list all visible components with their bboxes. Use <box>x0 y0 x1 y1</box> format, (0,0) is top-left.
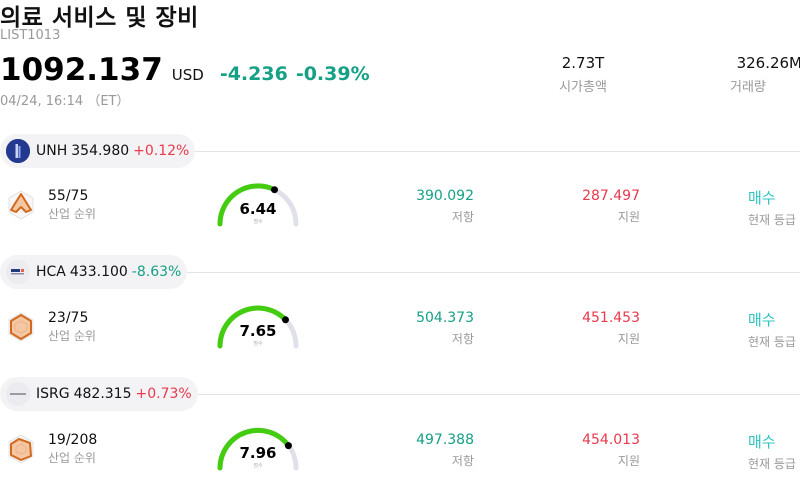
rating-label: 현재 등급 <box>748 213 796 227</box>
resistance: 497.388 저항 <box>400 432 474 469</box>
score-label: 점수 <box>253 463 263 469</box>
divider <box>195 150 800 152</box>
rating-label: 현재 등급 <box>748 335 796 349</box>
resistance-value: 390.092 <box>416 188 474 204</box>
resistance: 504.373 저항 <box>400 310 474 347</box>
divider <box>197 393 800 395</box>
divider <box>187 271 800 273</box>
rank-label: 산업 순위 <box>48 451 96 465</box>
score-value: 7.96 <box>239 444 277 462</box>
industry-rank: 23/75 산업 순위 <box>48 310 96 344</box>
resistance-label: 저항 <box>451 454 474 468</box>
stock-row-unh: 55/75 산업 순위 6.44 점수 390.092 저항 287.497 지… <box>0 180 800 240</box>
industry-rank: 55/75 산업 순위 <box>48 188 96 222</box>
support-value: 454.013 <box>582 432 640 448</box>
current-rating: 매수 현재 등급 <box>748 431 796 472</box>
index-code: LIST1013 <box>0 28 61 43</box>
score-label: 점수 <box>253 219 263 225</box>
stock-change-percent: +0.73% <box>135 386 192 402</box>
stock-price: 354.980 <box>71 143 130 159</box>
support-value: 287.497 <box>582 188 640 204</box>
support-value: 451.453 <box>582 310 640 326</box>
stock-pill-isrg[interactable]: ISRG 482.315 +0.73% <box>0 377 198 411</box>
resistance-label: 저항 <box>451 210 474 224</box>
volume-value: 326.26M <box>736 54 800 72</box>
support-label: 지원 <box>617 332 640 346</box>
score-gauge: 7.96 점수 <box>214 424 302 472</box>
support-label: 지원 <box>617 454 640 468</box>
rating-value: 매수 <box>748 433 776 451</box>
volume-label: 거래량 <box>730 80 766 95</box>
stock-change-percent: -8.63% <box>131 264 182 280</box>
stock-row-hca: 23/75 산업 순위 7.65 점수 504.373 저항 451.453 지… <box>0 302 800 362</box>
resistance-value: 504.373 <box>416 310 474 326</box>
stock-header-isrg: ISRG 482.315 +0.73% <box>0 377 800 411</box>
support-label: 지원 <box>617 210 640 224</box>
score-gauge: 6.44 점수 <box>214 180 302 228</box>
page-title: 의료 서비스 및 장비 <box>0 5 199 31</box>
rank-label: 산업 순위 <box>48 207 96 221</box>
rank-value: 19/208 <box>48 432 98 448</box>
score-gauge: 7.65 점수 <box>214 302 302 350</box>
stock-price: 482.315 <box>73 386 132 402</box>
score-value: 6.44 <box>239 200 277 218</box>
industry-rank: 19/208 산업 순위 <box>48 432 97 466</box>
rating-label: 현재 등급 <box>748 457 796 471</box>
support: 287.497 지원 <box>560 188 640 225</box>
support: 454.013 지원 <box>560 432 640 469</box>
stock-pill-unh[interactable]: UNH 354.980 +0.12% <box>0 134 196 168</box>
stock-row-isrg: 19/208 산업 순위 7.96 점수 497.388 저항 454.013 … <box>0 424 800 484</box>
current-rating: 매수 현재 등급 <box>748 187 796 228</box>
timestamp: 04/24, 16:14 （ET） <box>0 94 130 109</box>
stock-symbol: ISRG <box>36 386 70 402</box>
rank-label: 산업 순위 <box>48 329 96 343</box>
resistance-label: 저항 <box>451 332 474 346</box>
score-value: 7.65 <box>239 322 277 340</box>
support: 451.453 지원 <box>560 310 640 347</box>
rank-value: 23/75 <box>48 310 89 326</box>
stock-pill-hca[interactable]: HCA 433.100 -8.63% <box>0 255 188 289</box>
resistance: 390.092 저항 <box>400 188 474 225</box>
market-cap-stat: 2.73T 시가총액 <box>548 54 618 95</box>
current-price: 1092.137 <box>0 52 163 88</box>
radar-chart-icon <box>8 190 34 220</box>
stock-price: 433.100 <box>69 264 128 280</box>
market-cap-value: 2.73T <box>561 54 605 72</box>
price-change-percent: -0.39% <box>295 63 370 85</box>
unh-logo-icon <box>6 139 30 163</box>
isrg-logo-icon <box>6 382 30 406</box>
volume-stat: 326.26M 거래량 <box>722 54 800 95</box>
score-label: 점수 <box>253 341 263 347</box>
stock-symbol: UNH <box>36 143 68 159</box>
resistance-value: 497.388 <box>416 432 474 448</box>
price-change: -4.236 <box>219 63 288 85</box>
currency: USD <box>171 66 204 84</box>
radar-chart-icon <box>8 434 34 464</box>
stock-symbol: HCA <box>36 264 66 280</box>
market-cap-label: 시가총액 <box>559 80 607 95</box>
price-row: 1092.137 USD -4.236 -0.39% <box>0 52 370 88</box>
stock-header-unh: UNH 354.980 +0.12% <box>0 134 800 168</box>
stock-change-percent: +0.12% <box>133 143 190 159</box>
current-rating: 매수 현재 등급 <box>748 309 796 350</box>
radar-chart-icon <box>8 312 34 342</box>
rating-value: 매수 <box>748 311 776 329</box>
rating-value: 매수 <box>748 189 776 207</box>
hca-logo-icon <box>6 260 30 284</box>
stock-header-hca: HCA 433.100 -8.63% <box>0 255 800 289</box>
rank-value: 55/75 <box>48 188 89 204</box>
